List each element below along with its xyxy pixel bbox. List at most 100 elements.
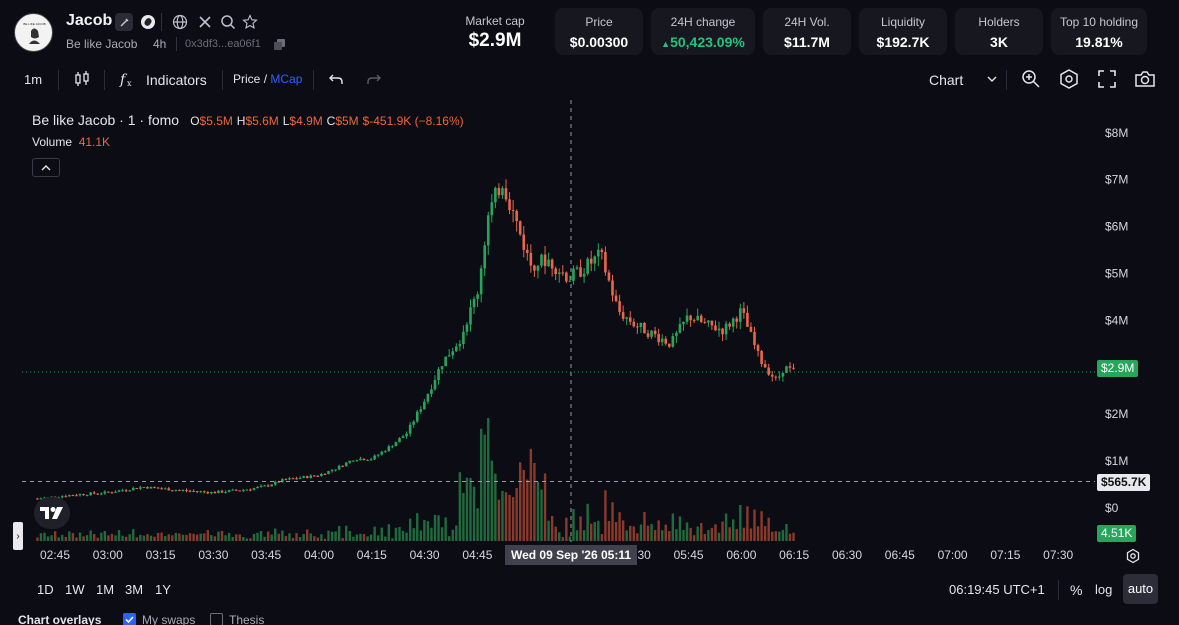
- edit-icon[interactable]: [115, 13, 133, 31]
- volume-bar: [497, 499, 501, 541]
- volume-bar: [252, 533, 256, 541]
- volume-bar: [110, 533, 114, 541]
- y-tick-label: $7M: [1105, 173, 1128, 187]
- x-tick-label: 06:00: [726, 548, 756, 562]
- volume-bar: [444, 517, 447, 541]
- chevron-up-icon: [41, 165, 51, 171]
- volume-bar: [451, 529, 454, 541]
- candle-body: [486, 215, 490, 246]
- globe-icon[interactable]: [171, 13, 189, 31]
- my-swaps-label[interactable]: My swaps: [142, 613, 196, 625]
- log-scale-toggle[interactable]: log: [1095, 582, 1113, 597]
- mcap-toggle-label[interactable]: MCap: [270, 72, 303, 86]
- my-swaps-checkbox[interactable]: [123, 613, 136, 625]
- candle-body: [447, 355, 451, 357]
- range-3m[interactable]: 3M: [125, 582, 144, 597]
- volume-bar: [337, 525, 341, 541]
- undo-icon[interactable]: [327, 70, 345, 88]
- percent-scale-toggle[interactable]: %: [1070, 582, 1083, 598]
- candle-body: [533, 265, 536, 271]
- candle-body: [568, 280, 572, 282]
- candle-body: [139, 487, 142, 489]
- candle-body: [565, 272, 568, 282]
- volume-bar: [160, 532, 163, 541]
- top10-label: Top 10 holding: [1059, 15, 1139, 29]
- candle-body: [220, 490, 224, 493]
- thesis-checkbox[interactable]: [210, 613, 223, 625]
- range-1d[interactable]: 1D: [37, 582, 54, 597]
- candle-body: [561, 272, 565, 274]
- range-1w[interactable]: 1W: [65, 582, 85, 597]
- expand-side-panel-handle[interactable]: ›: [13, 522, 23, 550]
- volume-bar: [721, 521, 724, 541]
- candle-body: [103, 491, 107, 494]
- check-icon: [125, 616, 134, 624]
- volume-bar: [242, 536, 245, 541]
- candle-body: [330, 470, 334, 472]
- search-icon[interactable]: [219, 13, 237, 31]
- price-toggle-label[interactable]: Price: [233, 72, 261, 86]
- candle-body: [344, 462, 348, 467]
- time-axis-settings-icon[interactable]: [1124, 547, 1142, 565]
- candle-body: [117, 490, 121, 492]
- change-value-text: 50,423.09%: [670, 34, 745, 50]
- x-twitter-icon[interactable]: [196, 13, 214, 31]
- candle-body: [320, 473, 323, 476]
- candle-body: [437, 369, 440, 381]
- interval-selector[interactable]: 1m: [24, 72, 43, 87]
- candle-body: [675, 332, 678, 337]
- volume-bar: [146, 534, 149, 541]
- volume-bar: [522, 469, 525, 541]
- y-tick-label: $5M: [1105, 267, 1128, 281]
- fullscreen-icon[interactable]: [1096, 68, 1118, 90]
- camera-icon[interactable]: [1133, 68, 1157, 90]
- copy-icon[interactable]: [272, 37, 286, 51]
- magnifier-cursor-icon[interactable]: [1020, 68, 1042, 90]
- contract-address[interactable]: 0x3df3...ea06f1: [185, 38, 261, 50]
- stat-24h-change: 24H change ▲50,423.09%: [651, 8, 755, 55]
- price-chart-area[interactable]: $0$1M$2M$3M$4M$5M$6M$7M$8M02:4503:0003:1…: [0, 96, 1179, 572]
- settings-hex-icon[interactable]: [1058, 68, 1080, 90]
- chart-type-select[interactable]: Chart: [929, 72, 964, 88]
- candle-body: [238, 490, 242, 492]
- volume-bar: [359, 533, 362, 541]
- collapse-legend-button[interactable]: [32, 158, 60, 177]
- volume-bar: [483, 434, 486, 541]
- chevron-down-icon[interactable]: [983, 70, 1001, 88]
- volume-bar: [181, 534, 185, 541]
- candle-body: [536, 265, 540, 271]
- volume-bar: [135, 537, 138, 541]
- candles-icon[interactable]: [73, 70, 91, 88]
- candle-body: [128, 490, 131, 492]
- price-mcap-toggle[interactable]: Price / MCap: [233, 72, 302, 86]
- candle-body: [96, 493, 100, 495]
- range-1y[interactable]: 1Y: [155, 582, 171, 597]
- pump-icon[interactable]: [139, 13, 157, 31]
- volume-bar: [561, 537, 564, 541]
- candle-body: [682, 321, 685, 325]
- auto-scale-toggle[interactable]: auto: [1123, 574, 1158, 604]
- volume-bar: [490, 460, 493, 541]
- candle-body: [618, 301, 621, 313]
- avatar-text: BE LIKE JACOB: [23, 22, 45, 26]
- change-value: ▲50,423.09%: [651, 34, 755, 50]
- sub-divider: [176, 37, 177, 51]
- indicators-button[interactable]: Indicators: [146, 72, 207, 88]
- candle-body: [110, 492, 114, 494]
- x-tick-label: 03:45: [251, 548, 281, 562]
- star-icon[interactable]: [241, 13, 259, 31]
- tradingview-logo[interactable]: [34, 497, 70, 529]
- candle-body: [497, 187, 501, 196]
- range-1m[interactable]: 1M: [96, 582, 115, 597]
- candle-body: [628, 317, 632, 322]
- utc-clock[interactable]: 06:19:45 UTC+1: [949, 582, 1045, 597]
- volume-bar: [455, 525, 458, 541]
- liquidity-label: Liquidity: [880, 15, 926, 29]
- redo-icon[interactable]: [365, 70, 383, 88]
- candle-body: [462, 331, 465, 345]
- thesis-label[interactable]: Thesis: [229, 613, 265, 625]
- volume-bar: [235, 534, 238, 541]
- candlestick-chart[interactable]: $0$1M$2M$3M$4M$5M$6M$7M$8M02:4503:0003:1…: [0, 96, 1179, 572]
- candle-body: [60, 496, 64, 498]
